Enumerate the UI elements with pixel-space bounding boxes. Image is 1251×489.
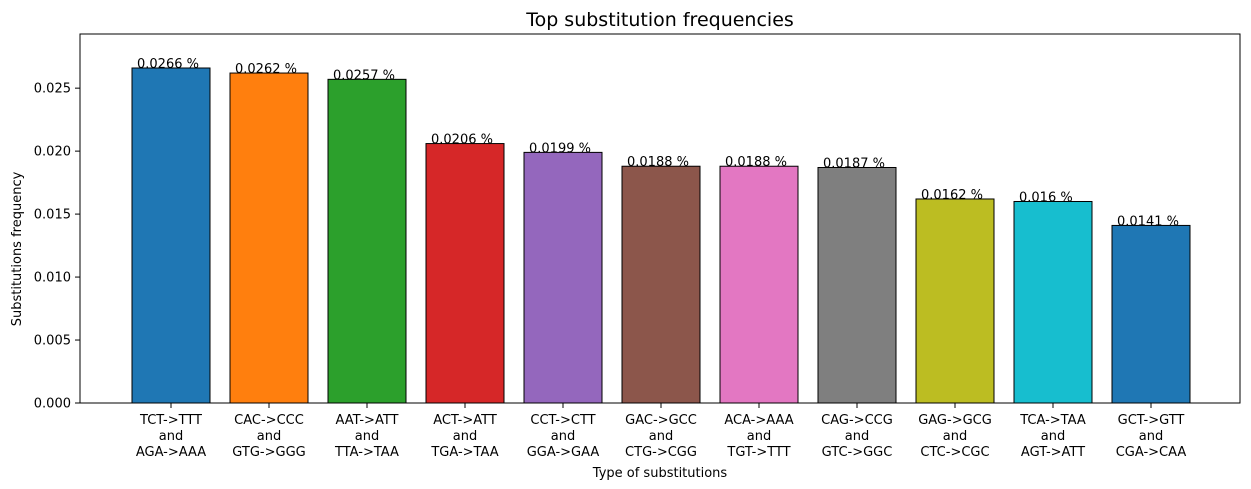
x-tick-label-line: and	[845, 429, 869, 444]
bar	[719, 165, 799, 404]
chart-title: Top substitution frequencies	[525, 9, 794, 31]
x-tick-label-line: AGA->AAA	[136, 445, 206, 460]
data-label: 0.0162 %	[921, 188, 983, 203]
x-tick-label-line: and	[1139, 429, 1163, 444]
data-label: 0.0141 %	[1117, 214, 1179, 229]
y-tick-label: 0.025	[34, 82, 71, 97]
data-label: 0.0266 %	[137, 57, 199, 72]
x-tick-label-line: AAT->ATT	[335, 413, 398, 428]
x-tick-label-line: CAC->CCC	[234, 413, 304, 428]
x-tick-label-line: and	[453, 429, 477, 444]
x-tick-label-line: CTG->CGG	[625, 445, 697, 460]
y-axis: 0.000 0.005 0.010 0.015 0.020 0.025	[34, 82, 80, 412]
x-tick-label: GCT->GTT and CGA->CAA	[1116, 413, 1187, 460]
bar	[229, 72, 309, 404]
x-tick-label-line: CAG->CCG	[821, 413, 893, 428]
y-tick-label: 0.000	[34, 397, 71, 412]
bar	[1111, 224, 1191, 404]
x-tick-label-line: and	[649, 429, 673, 444]
data-label: 0.0257 %	[333, 68, 395, 83]
x-tick-label: CCT->CTT and GGA->GAA	[527, 413, 600, 460]
y-tick-label: 0.010	[34, 271, 71, 286]
x-tick-label: TCA->TAA and AGT->ATT	[1019, 413, 1086, 460]
data-label: 0.016 %	[1019, 190, 1073, 205]
x-tick-label-line: GTC->GGC	[822, 445, 893, 460]
bar	[915, 198, 995, 404]
y-tick-label: 0.005	[34, 334, 71, 349]
x-tick-label-line: CTC->CGC	[920, 445, 989, 460]
x-tick-label-line: TGT->TTT	[726, 445, 790, 460]
x-tick-label: CAG->CCG and GTC->GGC	[821, 413, 893, 460]
x-tick-label: ACT->ATT and TGA->TAA	[430, 413, 498, 460]
x-tick-label-line: GGA->GAA	[527, 445, 600, 460]
x-tick-label: ACA->AAA and TGT->TTT	[724, 413, 793, 460]
data-label: 0.0199 %	[529, 141, 591, 156]
data-label: 0.0187 %	[823, 156, 885, 171]
x-tick-label-line: CGA->CAA	[1116, 445, 1187, 460]
data-label: 0.0188 %	[725, 155, 787, 170]
x-tick-label-line: TCT->TTT	[139, 413, 202, 428]
x-tick-label-line: and	[943, 429, 967, 444]
x-tick-label-line: GTG->GGG	[232, 445, 305, 460]
x-tick-label-line: TCA->TAA	[1019, 413, 1086, 428]
x-tick-label: AAT->ATT and TTA->TAA	[334, 413, 399, 460]
bar	[621, 165, 701, 404]
x-tick-label-line: CCT->CTT	[530, 413, 595, 428]
x-tick-label-line: ACT->ATT	[433, 413, 497, 428]
x-tick-label-line: and	[159, 429, 183, 444]
bar	[425, 143, 505, 404]
bars-group	[131, 67, 1191, 404]
bar	[523, 151, 603, 404]
x-tick-label: TCT->TTT and AGA->AAA	[136, 413, 206, 460]
x-tick-label: GAC->GCC and CTG->CGG	[625, 413, 697, 460]
bar	[131, 67, 211, 404]
x-tick-label: CAC->CCC and GTG->GGG	[232, 413, 305, 460]
bar	[327, 78, 407, 404]
x-tick-label-line: ACA->AAA	[724, 413, 793, 428]
bar	[1013, 200, 1093, 404]
data-label: 0.0206 %	[431, 133, 493, 148]
x-tick-label: GAG->GCG and CTC->CGC	[918, 413, 992, 460]
x-tick-label-line: and	[257, 429, 281, 444]
data-label: 0.0188 %	[627, 155, 689, 170]
data-label: 0.0262 %	[235, 62, 297, 77]
x-tick-label-line: TTA->TAA	[334, 445, 399, 460]
x-tick-label-line: TGA->TAA	[430, 445, 498, 460]
x-tick-label-line: GAG->GCG	[918, 413, 992, 428]
x-tick-label-line: and	[1041, 429, 1065, 444]
x-tick-label-line: AGT->ATT	[1021, 445, 1085, 460]
y-tick-label: 0.020	[34, 145, 71, 160]
plot-frame	[79, 33, 1241, 404]
x-tick-label-line: and	[355, 429, 379, 444]
data-labels-group: 0.0266 % 0.0262 % 0.0257 % 0.0206 % 0.0199 %…	[137, 57, 1179, 229]
x-tick-label-line: GAC->GCC	[625, 413, 697, 428]
bar	[817, 166, 897, 404]
x-tick-label-line: and	[747, 429, 771, 444]
x-axis-label: Type of substitutions	[592, 466, 728, 481]
x-tick-label-line: and	[551, 429, 575, 444]
y-axis-label: Substitutions frequency	[10, 171, 25, 326]
y-tick-label: 0.015	[34, 208, 71, 223]
x-tick-label-line: GCT->GTT	[1118, 413, 1185, 428]
